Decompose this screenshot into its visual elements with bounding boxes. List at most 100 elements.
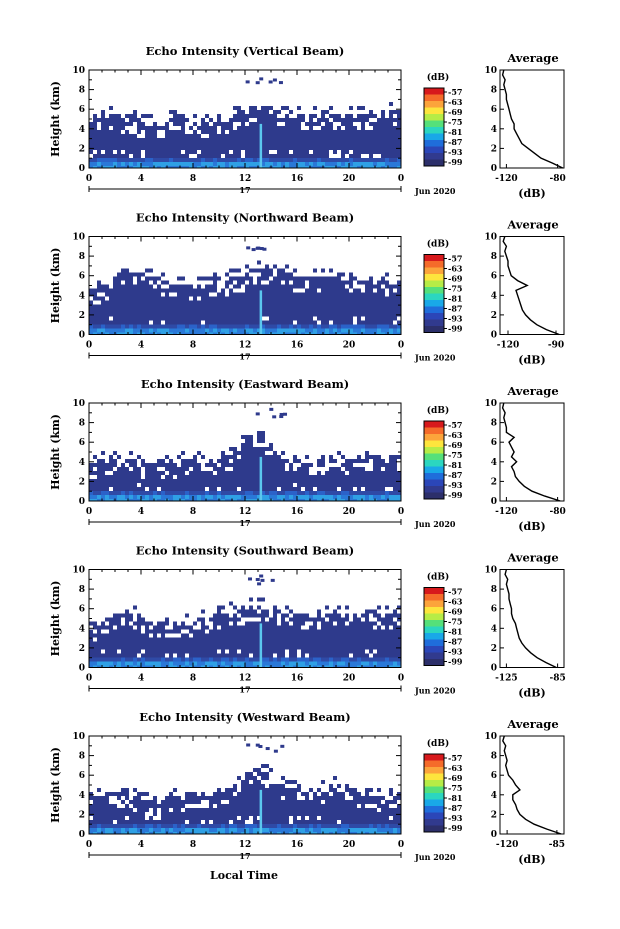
echo-cell	[249, 828, 253, 832]
echo-cell	[269, 641, 273, 646]
echo-cell	[105, 661, 109, 666]
echo-cell	[249, 657, 253, 662]
echo-cell	[329, 312, 333, 317]
echo-cell	[321, 483, 325, 487]
echo-cell	[117, 828, 121, 832]
echo-cell	[161, 162, 165, 166]
echo-cell	[397, 138, 401, 142]
echo-cell	[89, 804, 93, 808]
echo-cell	[353, 613, 357, 618]
echo-cell	[273, 804, 277, 808]
echo-cell	[121, 142, 125, 146]
echo-cell	[265, 447, 269, 451]
echo-cell	[169, 463, 173, 467]
echo-cell	[313, 166, 317, 168]
echo-cell	[265, 625, 269, 630]
echo-cell	[257, 459, 261, 463]
echo-cell	[129, 459, 133, 463]
echo-cell	[241, 300, 245, 305]
echo-cell	[329, 324, 333, 329]
echo-cell	[377, 142, 381, 146]
echo-cell	[301, 633, 305, 638]
echo-cell	[201, 479, 205, 483]
echo-cell	[249, 443, 253, 447]
echo-cell	[145, 300, 149, 305]
colorbar-segment	[424, 652, 444, 660]
echo-cell	[309, 276, 313, 281]
colorbar-segment	[424, 633, 444, 640]
echo-cell	[105, 499, 109, 501]
echo-cell	[97, 499, 101, 501]
echo-cell	[117, 832, 121, 834]
avg-y-tick-label: 8	[491, 86, 497, 96]
echo-cell	[293, 328, 297, 333]
echo-cell	[125, 114, 129, 118]
echo-cell	[153, 280, 157, 285]
echo-cell	[329, 483, 333, 487]
echo-cell	[253, 296, 257, 301]
echo-cell	[165, 463, 169, 467]
echo-cell	[269, 792, 273, 796]
echo-cell	[265, 824, 269, 828]
echo-cell	[317, 118, 321, 122]
echo-cell	[369, 625, 373, 630]
echo-cell	[149, 304, 153, 309]
colorbar-tick-label: -63	[448, 430, 463, 440]
echo-cell	[349, 459, 353, 463]
day-label: 17	[239, 185, 250, 195]
echo-cell	[297, 459, 301, 463]
echo-cell	[113, 280, 117, 285]
echo-cell	[325, 625, 329, 630]
echo-cell	[185, 463, 189, 467]
average-x-label: (dB)	[518, 187, 545, 200]
echo-cell	[185, 312, 189, 317]
echo-cell	[129, 118, 133, 122]
echo-cell	[197, 276, 201, 281]
echo-cell	[265, 328, 269, 333]
echo-cell	[233, 808, 237, 812]
echo-cell	[265, 308, 269, 313]
echo-cell	[253, 625, 257, 630]
echo-cell	[137, 118, 141, 122]
echo-cell	[273, 459, 277, 463]
echo-cell	[305, 162, 309, 166]
echo-cell	[145, 296, 149, 301]
echo-cell	[121, 808, 125, 812]
echo-cell	[349, 146, 353, 150]
echo-cell	[229, 146, 233, 150]
echo-cell	[325, 483, 329, 487]
echo-cell	[325, 649, 329, 654]
echo-cell	[229, 792, 233, 796]
echo-cell	[137, 328, 141, 333]
echo-cell	[389, 126, 393, 130]
echo-cell	[237, 276, 241, 281]
echo-cell	[201, 495, 205, 499]
echo-cell	[269, 146, 273, 150]
echo-cell	[289, 272, 293, 277]
echo-cell	[157, 820, 161, 824]
echo-cell	[233, 804, 237, 808]
echo-cell	[189, 459, 193, 463]
echo-cell	[297, 166, 301, 168]
echo-cell	[269, 162, 273, 166]
echo-cell	[269, 800, 273, 804]
echo-cell	[177, 487, 181, 491]
echo-cell	[193, 134, 197, 138]
echo-cell	[217, 792, 221, 796]
echo-cell	[385, 491, 389, 495]
echo-cell	[129, 495, 133, 499]
echo-cell	[233, 142, 237, 146]
echo-cell	[177, 495, 181, 499]
echo-cell	[253, 816, 257, 820]
echo-cell	[345, 162, 349, 166]
echo-cell	[341, 475, 345, 479]
echo-cell	[225, 471, 229, 475]
echo-cell	[273, 788, 277, 792]
echo-cell	[217, 633, 221, 638]
echo-cell	[209, 800, 213, 804]
avg-x-tick-label: -125	[495, 674, 518, 684]
avg-y-tick-label: 6	[491, 438, 497, 448]
x-tick-label: 12	[239, 174, 252, 184]
echo-cell	[277, 796, 281, 800]
echo-cell	[257, 832, 261, 834]
